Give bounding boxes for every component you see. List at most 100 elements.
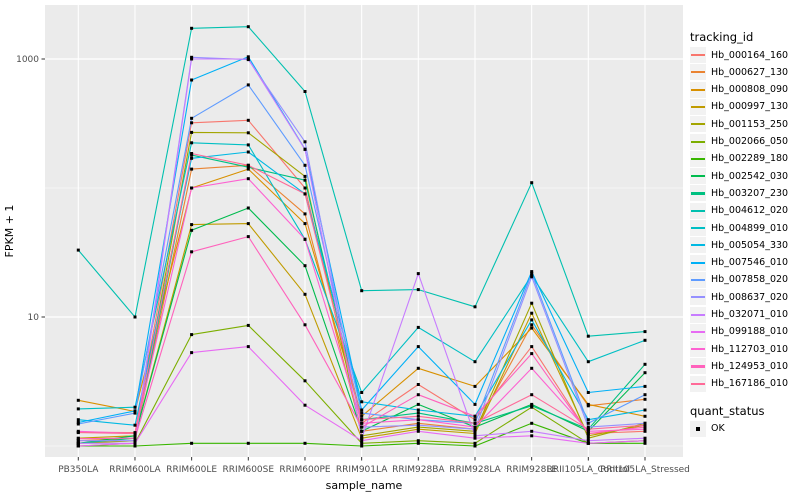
series-color-swatch [691, 123, 705, 126]
data-point [586, 334, 590, 338]
data-point [76, 437, 80, 441]
data-point [190, 141, 194, 145]
data-point [473, 432, 477, 435]
x-tick-label: RRIM928BA [392, 465, 445, 475]
data-point [586, 436, 590, 440]
data-point [303, 147, 307, 151]
data-point [133, 434, 137, 438]
legend-key-point-icon [690, 420, 706, 437]
data-point [416, 325, 420, 329]
legend-item-label: Hb_005054_330 [711, 239, 789, 251]
data-point [360, 400, 364, 404]
data-point [303, 178, 307, 182]
legend-panel: tracking_id Hb_000164_160 Hb_000627_130 Hb… [688, 0, 800, 500]
legend-item-label: Hb_000627_130 [711, 66, 789, 78]
data-point [643, 421, 647, 425]
x-tick-label: RRIM928LE [506, 465, 557, 475]
data-point [190, 250, 194, 254]
data-point [530, 270, 534, 274]
data-point [530, 345, 534, 349]
x-tick-label: RRIM901LA [336, 465, 388, 475]
data-point [303, 140, 307, 144]
data-point [416, 411, 420, 415]
legend-item-Hb_004612_020: Hb_004612_020 [690, 202, 788, 219]
data-point [416, 414, 420, 418]
series-color-swatch [691, 296, 705, 299]
data-point [360, 429, 364, 433]
series-color-swatch [691, 244, 705, 247]
quant-status-point-swatch [696, 426, 700, 431]
legend-item-Hb_032071_010: Hb_032071_010 [690, 306, 788, 323]
data-point [303, 222, 307, 226]
data-point [190, 186, 194, 190]
data-point [473, 441, 477, 445]
data-point [586, 421, 590, 425]
data-point [190, 351, 194, 355]
data-point [473, 360, 477, 364]
data-point [416, 427, 420, 431]
data-point [360, 414, 364, 418]
series-color-swatch [691, 192, 705, 195]
data-point [303, 292, 307, 296]
data-point [133, 405, 137, 409]
legend-item-label: Hb_000808_090 [711, 84, 789, 96]
data-point [530, 318, 534, 322]
legend-item-Hb_000164_160: Hb_000164_160 [690, 47, 788, 64]
data-point [473, 402, 477, 406]
data-point [133, 411, 137, 415]
data-point [643, 384, 647, 388]
legend-key-line-icon [690, 306, 706, 323]
data-point [246, 222, 250, 226]
data-point [190, 55, 194, 59]
legend-key-line-icon [690, 81, 706, 98]
data-point [76, 422, 80, 426]
data-point [303, 264, 307, 268]
data-point [303, 237, 307, 241]
legend-item-Hb_002289_180: Hb_002289_180 [690, 150, 788, 167]
data-point [473, 434, 477, 438]
data-point [303, 186, 307, 190]
data-point [303, 212, 307, 216]
data-point [586, 360, 590, 364]
data-point [530, 429, 534, 433]
data-point [530, 393, 534, 397]
legend-key-line-icon [690, 220, 706, 236]
data-point [246, 323, 250, 327]
data-point [643, 338, 647, 342]
legend-key-line-icon [690, 64, 706, 81]
data-point [643, 427, 647, 431]
data-point [246, 345, 250, 349]
data-point [190, 121, 194, 125]
legend-item-label: Hb_002542_030 [711, 170, 789, 182]
x-tick-label: RRIM600PE [279, 465, 331, 475]
data-point [246, 163, 250, 167]
data-point [416, 366, 420, 370]
legend-item-Hb_008637_020: Hb_008637_020 [690, 289, 788, 306]
legend-item-label: Hb_003207_230 [711, 187, 789, 199]
data-point [473, 418, 477, 422]
legend-item-Hb_112703_010: Hb_112703_010 [690, 341, 788, 358]
data-point [586, 441, 590, 445]
series-color-swatch [691, 313, 705, 316]
data-point [246, 206, 250, 210]
legend-item-quant-OK: OK [690, 420, 725, 437]
legend-title-quant-status: quant_status [690, 404, 765, 418]
series-color-swatch [691, 105, 705, 109]
data-point [416, 345, 420, 349]
series-color-swatch [691, 175, 705, 178]
data-point [473, 427, 477, 431]
legend-item-Hb_099188_010: Hb_099188_010 [690, 323, 788, 340]
data-point [133, 423, 137, 427]
data-point [360, 289, 364, 293]
data-point [190, 228, 194, 232]
legend-key-line-icon [690, 254, 706, 271]
data-point [76, 439, 80, 443]
series-color-swatch [691, 382, 705, 385]
series-color-swatch [691, 227, 705, 230]
x-tick-label: RRIM600LA [109, 465, 161, 475]
legend-item-Hb_000997_130: Hb_000997_130 [690, 98, 788, 115]
data-point [246, 150, 250, 154]
data-point [473, 425, 477, 429]
legend-item-label: Hb_001153_250 [711, 118, 789, 130]
